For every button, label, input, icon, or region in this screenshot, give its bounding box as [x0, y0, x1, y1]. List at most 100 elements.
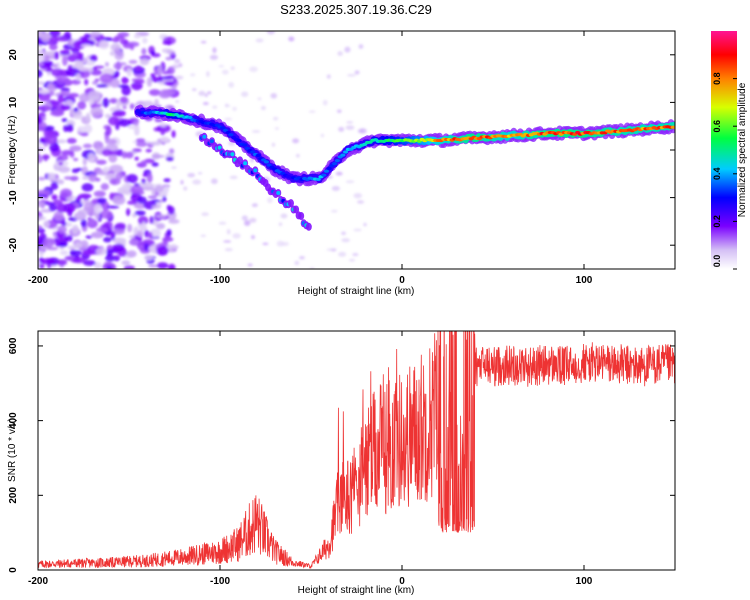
spectrogram-noise-blob: [104, 37, 114, 42]
spectrogram-noise-blob: [230, 66, 235, 71]
spectrogram-noise-blob: [66, 197, 73, 202]
spectrogram-noise-blob: [66, 137, 77, 144]
spectrogram-noise-blob: [69, 175, 79, 181]
spectrogram-ridge-core: [323, 169, 330, 173]
spectrogram-noise-blob: [83, 202, 95, 212]
spectrogram-noise-blob: [81, 183, 94, 192]
colorbar-tick-label: 0.8: [712, 72, 722, 85]
spectrogram-noise-blob: [232, 106, 237, 112]
spectrogram-noise-blob: [58, 154, 69, 161]
spectrogram-noise-blob: [147, 195, 158, 199]
spectrogram-noise-blob: [49, 143, 60, 152]
spectrogram-noise-blob: [38, 227, 46, 234]
spectrogram-ridge-core: [228, 133, 234, 137]
spectrogram-noise-blob: [38, 176, 46, 181]
spectrogram-noise-blob: [281, 241, 289, 246]
spectrogram-noise-blob: [197, 172, 203, 175]
spectrogram-ytick-label: 0: [8, 147, 19, 153]
spectrogram-noise-blob: [38, 147, 46, 152]
spectrogram-noise-blob: [136, 230, 144, 238]
spectrogram-ridge-core: [321, 173, 327, 177]
spectrogram-noise-blob: [218, 221, 227, 225]
spectrogram-noise-blob: [192, 179, 202, 185]
spectrogram-ridge: [134, 104, 675, 231]
spectrogram-noise-blob: [58, 162, 64, 166]
spectrogram-noise-blob: [249, 217, 257, 223]
spectrogram-noise-blob: [82, 175, 90, 180]
spectrogram-noise-blob: [226, 228, 231, 235]
spectrogram-noise-blob: [72, 257, 86, 264]
spectrogram-noise-blob: [337, 51, 343, 56]
spectrogram-noise-blob: [56, 259, 68, 266]
spectrogram-noise-blob: [228, 81, 235, 88]
spectrogram-noise-blob: [38, 69, 43, 78]
spectrogram-noise-blob: [133, 33, 141, 39]
colorbar: 0.0 0.2 0.4 0.6 0.8 Normalized spectral ampl…: [711, 31, 748, 270]
spectrogram-noise-blob: [163, 81, 177, 86]
spectrogram-noise-blob: [39, 105, 51, 112]
spectrogram-xtick-label: 100: [576, 275, 593, 286]
spectrogram-noise-blob: [212, 47, 217, 54]
spectrogram-noise-blob: [141, 48, 147, 55]
spectrogram-noise-blob: [272, 116, 279, 121]
spectrogram-noise-blob: [54, 51, 59, 60]
spectrogram-ridge-core: [342, 150, 349, 154]
spectrogram-noise-blob: [135, 138, 146, 143]
spectrogram-secondary-cell: [253, 168, 258, 173]
spectrogram-noise-blob: [61, 220, 67, 227]
spectrogram-noise-blob: [63, 203, 76, 213]
colorbar-tick-label: 0.2: [712, 215, 722, 228]
spectrogram-noise-blob: [175, 100, 180, 103]
spectrogram-noise-blob: [129, 103, 135, 110]
spectrogram-noise-blob: [89, 218, 95, 226]
spectrogram-secondary-halo: [298, 212, 305, 221]
spectrogram-noise-blob: [202, 102, 209, 106]
spectrogram-noise-blob: [38, 92, 51, 102]
spectrogram-secondary-cell: [243, 161, 248, 166]
spectrogram-noise-blob: [108, 98, 119, 104]
spectrogram-noise-blob: [125, 208, 131, 217]
spectrogram-noise-blob: [345, 125, 355, 130]
spectrogram-noise-blob: [241, 91, 249, 97]
spectrogram-ridge-core: [244, 146, 250, 150]
colorbar-gradient: [711, 31, 737, 269]
spectrogram-noise-blob: [292, 138, 300, 144]
snr-ytick-label: 400: [8, 412, 19, 429]
snr-ytick-label: 0: [8, 567, 19, 573]
spectrogram-noise-blob: [105, 254, 115, 262]
spectrogram-noise-blob: [121, 260, 131, 266]
spectrogram-noise-blob: [267, 197, 273, 204]
spectrogram-noise-blob: [38, 116, 43, 125]
spectrogram-noise-blob: [345, 180, 355, 184]
spectrogram-ridge-core: [340, 153, 346, 157]
spectrogram-ridge-core: [332, 161, 338, 166]
spectrogram-noise-blob: [140, 160, 148, 166]
spectrogram-noise-blob: [98, 39, 110, 50]
spectrogram-noise-blob: [99, 73, 114, 84]
spectrogram-noise-blob: [294, 260, 300, 266]
snr-ylabel: SNR (10 * v/v): [7, 418, 18, 482]
spectrogram-noise-blob: [119, 96, 129, 104]
spectrogram-noise-blob: [43, 154, 48, 162]
spectrogram-noise-blob: [232, 233, 241, 239]
spectrogram-noise-blob: [53, 211, 64, 221]
spectrogram-noise-blob: [166, 49, 176, 55]
spectrogram-noise-blob: [260, 105, 266, 111]
spectrogram-ridge-core: [334, 158, 340, 163]
spectrogram-secondary-cell: [202, 134, 207, 139]
figure-title: S233.2025.307.19.36.C29: [280, 2, 432, 17]
spectrogram-noise-blob: [178, 63, 183, 68]
spectrogram-noise-blob: [244, 220, 251, 227]
spectrogram-noise-blob: [109, 177, 121, 186]
colorbar-tick-label: 0.4: [712, 168, 722, 181]
spectrogram-noise-blob: [148, 89, 161, 96]
spectrogram-noise-blob: [147, 231, 153, 239]
spectrogram-secondary-cell: [209, 139, 214, 144]
spectrogram-noise-blob: [123, 265, 135, 269]
spectrogram-noise-blob: [46, 246, 59, 251]
spectrogram-noise-blob: [144, 242, 149, 252]
spectrogram-ridge-core: [236, 138, 242, 143]
spectrogram-noise-blob: [108, 115, 119, 126]
spectrogram-noise-blob: [165, 56, 172, 61]
spectrogram-noise-blob: [344, 46, 351, 53]
